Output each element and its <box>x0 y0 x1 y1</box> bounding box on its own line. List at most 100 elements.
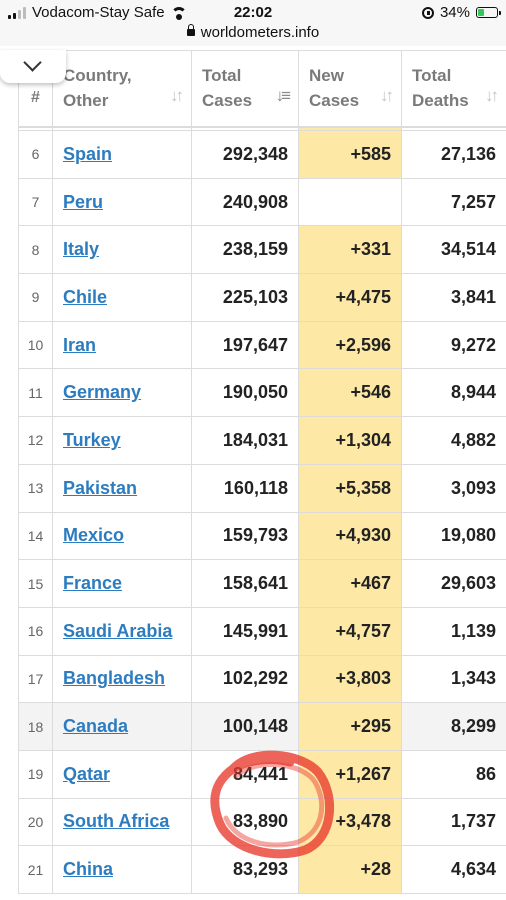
sort-descending-icon[interactable]: ↓≡ <box>275 85 292 105</box>
country-link[interactable]: South Africa <box>63 811 170 832</box>
rank-cell: 21 <box>18 845 53 894</box>
table-row: 9 Chile 225,103 +4,475 3,841 <box>18 273 506 322</box>
table-row: 13 Pakistan 160,118 +5,358 3,093 <box>18 463 506 513</box>
country-link[interactable]: Saudi Arabia <box>63 620 173 641</box>
new-cases-cell: +5,358 <box>298 463 402 513</box>
battery-icon <box>476 7 501 18</box>
table-row: 20 South Africa 83,890 +3,478 1,737 <box>18 797 506 847</box>
header-total-deaths-label: Total Deaths <box>412 66 469 111</box>
country-cell: France <box>52 559 192 608</box>
lock-icon <box>186 23 195 36</box>
total-cases-cell: 160,118 <box>191 463 299 513</box>
sort-icon[interactable]: ↓↑ <box>170 85 184 105</box>
total-deaths-cell: 1,139 <box>401 606 506 656</box>
total-deaths-cell: 4,882 <box>401 416 506 465</box>
rank-cell: 19 <box>18 749 53 799</box>
country-cell: Peru <box>52 177 192 227</box>
country-link[interactable]: Italy <box>63 239 100 260</box>
country-link[interactable]: Germany <box>63 382 142 403</box>
country-link[interactable]: Iran <box>63 334 97 355</box>
header-total-cases-label: Total Cases <box>202 66 253 111</box>
country-cell: Chile <box>52 273 192 322</box>
table-header-row: # Country, Other ↓↑ Total Cases ↓≡ New C… <box>18 50 506 127</box>
country-link[interactable]: Pakistan <box>63 477 138 498</box>
country-link[interactable]: France <box>63 573 123 594</box>
new-cases-cell: +585 <box>298 130 402 179</box>
total-deaths-cell: 19,080 <box>401 511 506 561</box>
total-cases-cell: 102,292 <box>191 654 299 704</box>
rank-cell: 9 <box>18 273 53 322</box>
url-text: worldometers.info <box>200 24 320 41</box>
rank-cell: 10 <box>18 320 53 370</box>
table-row: 16 Saudi Arabia 145,991 +4,757 1,139 <box>18 606 506 656</box>
total-cases-cell: 100,148 <box>191 702 299 751</box>
country-link[interactable]: Bangladesh <box>63 668 166 689</box>
country-cell: China <box>52 845 192 894</box>
header-rank-label: # <box>31 88 40 106</box>
total-cases-cell: 158,641 <box>191 559 299 608</box>
table-row: 8 Italy 238,159 +331 34,514 <box>18 225 506 275</box>
total-cases-cell: 84,441 <box>191 749 299 799</box>
header-total-deaths[interactable]: Total Deaths ↓↑ <box>401 50 506 127</box>
total-deaths-cell: 7,257 <box>401 177 506 227</box>
country-cell: Qatar <box>52 749 192 799</box>
new-cases-cell: +2,596 <box>298 320 402 370</box>
country-cell: Mexico <box>52 511 192 561</box>
header-spacer-row <box>18 125 506 131</box>
total-deaths-cell: 4,634 <box>401 845 506 894</box>
country-cell: Germany <box>52 368 192 418</box>
country-link[interactable]: Chile <box>63 286 108 307</box>
table-row: 14 Mexico 159,793 +4,930 19,080 <box>18 511 506 561</box>
chevron-down-icon[interactable] <box>0 50 66 83</box>
new-cases-cell: +4,475 <box>298 273 402 322</box>
country-link[interactable]: Turkey <box>63 429 121 450</box>
table-row: 17 Bangladesh 102,292 +3,803 1,343 <box>18 654 506 704</box>
table-row: 19 Qatar 84,441 +1,267 86 <box>18 749 506 799</box>
country-link[interactable]: Peru <box>63 191 104 212</box>
header-country[interactable]: Country, Other ↓↑ <box>52 50 192 127</box>
total-deaths-cell: 3,093 <box>401 463 506 513</box>
header-total-cases[interactable]: Total Cases ↓≡ <box>191 50 299 127</box>
total-cases-cell: 145,991 <box>191 606 299 656</box>
sort-icon[interactable]: ↓↑ <box>380 85 394 105</box>
new-cases-cell: +3,478 <box>298 797 402 847</box>
signal-icon <box>8 6 26 19</box>
new-cases-cell: +467 <box>298 559 402 608</box>
table-row: 10 Iran 197,647 +2,596 9,272 <box>18 320 506 370</box>
rank-cell: 16 <box>18 606 53 656</box>
total-deaths-cell: 8,299 <box>401 702 506 751</box>
total-deaths-cell: 86 <box>401 749 506 799</box>
table-row: 15 France 158,641 +467 29,603 <box>18 559 506 608</box>
battery-percentage: 34% <box>439 4 470 21</box>
total-deaths-cell: 8,944 <box>401 368 506 418</box>
total-deaths-cell: 1,737 <box>401 797 506 847</box>
table-body: 6 Spain 292,348 +585 27,136 7 Peru 240,908 7,257… <box>18 130 506 894</box>
country-cell: Saudi Arabia <box>52 606 192 656</box>
total-cases-cell: 83,890 <box>191 797 299 847</box>
header-new-cases[interactable]: New Cases ↓↑ <box>298 50 402 127</box>
total-deaths-cell: 34,514 <box>401 225 506 275</box>
total-cases-cell: 159,793 <box>191 511 299 561</box>
total-cases-cell: 238,159 <box>191 225 299 275</box>
total-cases-cell: 190,050 <box>191 368 299 418</box>
country-link[interactable]: China <box>63 859 114 880</box>
rank-cell: 18 <box>18 702 53 751</box>
table-row: 11 Germany 190,050 +546 8,944 <box>18 368 506 418</box>
table-row: 12 Turkey 184,031 +1,304 4,882 <box>18 416 506 465</box>
country-cell: South Africa <box>52 797 192 847</box>
country-link[interactable]: Canada <box>63 716 129 737</box>
country-link[interactable]: Qatar <box>63 763 111 784</box>
new-cases-cell: +546 <box>298 368 402 418</box>
orientation-lock-icon <box>421 6 434 19</box>
country-cell: Canada <box>52 702 192 751</box>
header-country-label: Country, Other <box>63 66 132 111</box>
sort-icon[interactable]: ↓↑ <box>485 85 499 105</box>
address-bar[interactable]: worldometers.info <box>0 23 506 46</box>
rank-cell: 13 <box>18 463 53 513</box>
table-row: 6 Spain 292,348 +585 27,136 <box>18 130 506 179</box>
country-link[interactable]: Spain <box>63 143 113 164</box>
country-link[interactable]: Mexico <box>63 525 125 546</box>
total-deaths-cell: 9,272 <box>401 320 506 370</box>
rank-cell: 15 <box>18 559 53 608</box>
country-cell: Bangladesh <box>52 654 192 704</box>
